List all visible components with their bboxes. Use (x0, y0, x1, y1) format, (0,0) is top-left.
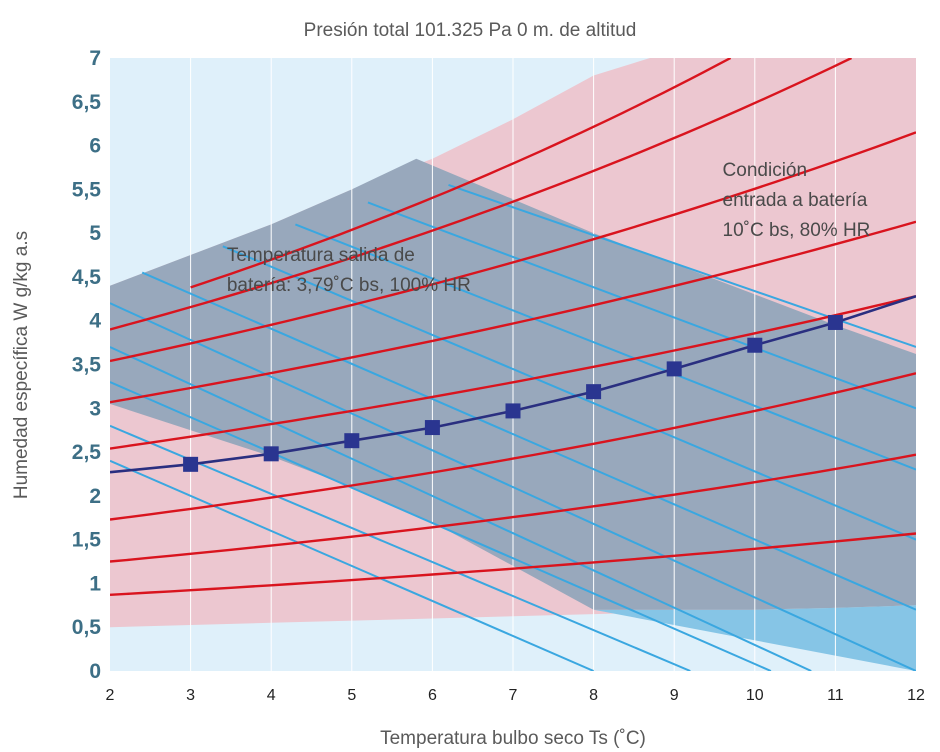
relative-humidity-curve (110, 131, 916, 363)
enthalpy-line (110, 346, 812, 671)
enthalpy-line (110, 459, 594, 671)
process-marker (586, 384, 602, 400)
y-tick-label: 4,5 (72, 266, 102, 289)
y-tick-label: 2,5 (72, 441, 102, 464)
process-marker (424, 420, 440, 436)
process-marker (183, 456, 199, 472)
process-marker (666, 361, 682, 377)
annotation-line: Temperatura salida de (227, 245, 415, 266)
x-axis-label: Temperatura bulbo seco Ts (˚C) (380, 728, 646, 749)
annotation-line: 10˚C bs, 80% HR (723, 220, 871, 241)
x-tick-label: 2 (106, 687, 115, 704)
relative-humidity-curve (110, 220, 916, 404)
x-tick-label: 10 (746, 687, 764, 704)
y-tick-label: 0 (89, 660, 101, 683)
x-tick-label: 8 (589, 687, 598, 704)
enthalpy-line (110, 302, 916, 671)
relative-humidity-curve (110, 295, 916, 450)
x-tick-label: 12 (907, 687, 925, 704)
y-axis-label: Humedad específica W g/kg a.s (11, 231, 32, 499)
y-tick-label: 0,5 (72, 616, 102, 639)
x-tick-label: 9 (670, 687, 679, 704)
y-tick-label: 1 (89, 572, 101, 595)
relative-humidity-curve (110, 453, 916, 563)
process-marker (747, 337, 763, 353)
y-tick-label: 2 (89, 485, 101, 508)
annotation-outlet-condition: Temperatura salida de batería: 3,79˚C bs,… (227, 245, 471, 296)
relative-humidity-curve (110, 58, 853, 331)
y-tick-label: 6 (89, 135, 101, 158)
y-tick-label: 3,5 (72, 354, 102, 377)
enthalpy-line (295, 223, 916, 471)
enthalpy-line (367, 201, 916, 410)
x-tick-label: 5 (347, 687, 356, 704)
x-tick-label: 6 (428, 687, 437, 704)
annotation-line: entrada a batería (723, 190, 868, 211)
y-tick-label: 5 (89, 222, 101, 245)
x-tick-label: 7 (509, 687, 518, 704)
relative-humidity-curve (190, 58, 732, 289)
x-tick-label: 4 (267, 687, 276, 704)
process-marker (827, 314, 843, 330)
x-tick-label: 11 (827, 687, 844, 704)
annotation-line: Condición (723, 160, 808, 181)
process-marker (344, 433, 360, 449)
y-tick-label: 6,5 (72, 91, 102, 114)
x-axis-ticks: 2 3 4 5 6 7 8 9 10 11 12 (106, 687, 925, 704)
process-marker (263, 446, 279, 462)
plot-area (110, 58, 916, 671)
y-tick-label: 4 (89, 310, 101, 333)
relative-humidity-curves (110, 58, 916, 596)
annotation-line: batería: 3,79˚C bs, 100% HR (227, 275, 471, 296)
y-axis-ticks: 0 0,5 1 1,5 2 2,5 3 3,5 4 4,5 5 5,5 6 6,5 7 (72, 47, 102, 683)
y-tick-label: 1,5 (72, 529, 102, 552)
enthalpy-line (222, 245, 916, 541)
relative-humidity-curve (110, 372, 916, 521)
process-markers (183, 314, 843, 472)
relative-humidity-curve (110, 532, 916, 596)
annotation-inlet-condition: Condición entrada a batería 10˚C bs, 80% H… (723, 160, 871, 241)
x-tick-label: 3 (186, 687, 195, 704)
y-tick-label: 7 (89, 47, 101, 70)
y-tick-label: 3 (89, 397, 101, 420)
y-tick-label: 5,5 (72, 178, 102, 201)
enthalpy-line (141, 271, 916, 611)
chart-title: Presión total 101.325 Pa 0 m. de altitud (304, 20, 637, 41)
process-marker (505, 403, 521, 419)
enthalpy-line (110, 424, 691, 671)
